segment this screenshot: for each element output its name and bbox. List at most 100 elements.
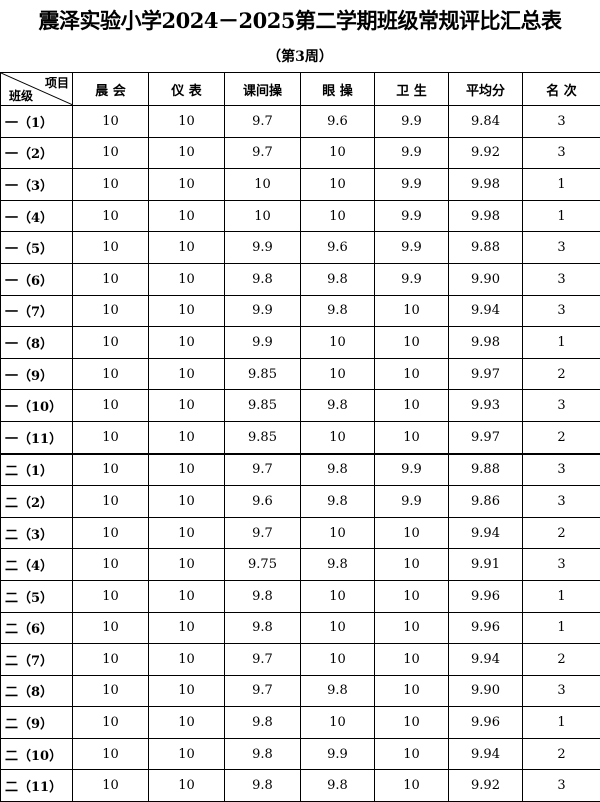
score-cell: 9.88 xyxy=(449,454,523,486)
score-cell: 10 xyxy=(301,358,375,390)
score-cell: 10 xyxy=(73,517,149,549)
score-cell: 9.8 xyxy=(225,580,301,612)
class-cell: 一（9） xyxy=(1,358,73,390)
score-cell: 9.7 xyxy=(225,675,301,707)
score-cell: 9.7 xyxy=(225,644,301,676)
score-cell: 10 xyxy=(301,612,375,644)
class-cell: 二（2） xyxy=(1,486,73,518)
score-cell: 10 xyxy=(73,549,149,581)
score-cell: 9.7 xyxy=(225,517,301,549)
score-cell: 9.8 xyxy=(301,390,375,422)
score-cell: 9.9 xyxy=(375,232,449,264)
score-cell: 9.90 xyxy=(449,675,523,707)
score-cell: 10 xyxy=(375,549,449,581)
score-cell: 9.94 xyxy=(449,295,523,327)
score-cell: 10 xyxy=(73,454,149,486)
score-cell: 9.75 xyxy=(225,549,301,581)
score-cell: 9.9 xyxy=(301,738,375,770)
score-cell: 3 xyxy=(523,295,600,327)
class-cell: 一（3） xyxy=(1,169,73,201)
class-cell: 一（8） xyxy=(1,327,73,359)
class-cell: 二（7） xyxy=(1,644,73,676)
score-cell: 9.8 xyxy=(301,549,375,581)
score-cell: 10 xyxy=(375,770,449,802)
score-cell: 10 xyxy=(149,327,225,359)
score-cell: 9.94 xyxy=(449,644,523,676)
score-cell: 10 xyxy=(375,358,449,390)
score-cell: 10 xyxy=(73,390,149,422)
score-cell: 10 xyxy=(375,421,449,453)
score-cell: 9.6 xyxy=(301,232,375,264)
score-cell: 9.8 xyxy=(301,454,375,486)
score-cell: 2 xyxy=(523,421,600,453)
score-cell: 9.7 xyxy=(225,137,301,169)
score-cell: 10 xyxy=(73,421,149,453)
score-cell: 9.88 xyxy=(449,232,523,264)
score-cell: 9.9 xyxy=(375,263,449,295)
class-cell: 一（5） xyxy=(1,232,73,264)
class-cell: 二（1） xyxy=(1,454,73,486)
score-cell: 3 xyxy=(523,106,600,138)
score-cell: 10 xyxy=(375,738,449,770)
score-cell: 10 xyxy=(149,295,225,327)
score-cell: 9.7 xyxy=(225,454,301,486)
score-cell: 10 xyxy=(149,200,225,232)
score-cell: 9.92 xyxy=(449,770,523,802)
score-cell: 10 xyxy=(149,612,225,644)
class-cell: 一（6） xyxy=(1,263,73,295)
score-cell: 9.9 xyxy=(375,454,449,486)
corner-cell: 项目班级 xyxy=(1,73,73,106)
score-cell: 10 xyxy=(73,263,149,295)
score-cell: 10 xyxy=(301,707,375,739)
score-cell: 10 xyxy=(149,770,225,802)
score-cell: 10 xyxy=(301,169,375,201)
header-cell: 课间操 xyxy=(225,73,301,106)
score-cell: 10 xyxy=(375,707,449,739)
header-cell: 名 次 xyxy=(523,73,600,106)
score-cell: 10 xyxy=(73,106,149,138)
score-cell: 9.8 xyxy=(225,707,301,739)
score-cell: 9.6 xyxy=(225,486,301,518)
score-cell: 10 xyxy=(149,137,225,169)
score-cell: 10 xyxy=(225,169,301,201)
score-cell: 10 xyxy=(301,580,375,612)
corner-top: 项目 xyxy=(45,74,69,91)
score-cell: 9.98 xyxy=(449,169,523,201)
score-cell: 10 xyxy=(149,580,225,612)
score-cell: 10 xyxy=(73,327,149,359)
score-cell: 9.94 xyxy=(449,738,523,770)
score-cell: 9.8 xyxy=(225,612,301,644)
class-cell: 二（8） xyxy=(1,675,73,707)
score-cell: 10 xyxy=(73,707,149,739)
score-cell: 9.97 xyxy=(449,421,523,453)
score-cell: 10 xyxy=(149,675,225,707)
score-cell: 10 xyxy=(375,675,449,707)
subtitle: （第3周） xyxy=(0,42,600,72)
score-cell: 10 xyxy=(149,707,225,739)
score-cell: 9.8 xyxy=(301,675,375,707)
class-cell: 一（4） xyxy=(1,200,73,232)
score-cell: 9.8 xyxy=(301,295,375,327)
score-cell: 9.96 xyxy=(449,580,523,612)
score-cell: 3 xyxy=(523,486,600,518)
score-cell: 10 xyxy=(301,644,375,676)
score-cell: 10 xyxy=(149,486,225,518)
score-cell: 9.9 xyxy=(375,106,449,138)
class-cell: 二（10） xyxy=(1,738,73,770)
score-cell: 9.84 xyxy=(449,106,523,138)
score-cell: 3 xyxy=(523,263,600,295)
